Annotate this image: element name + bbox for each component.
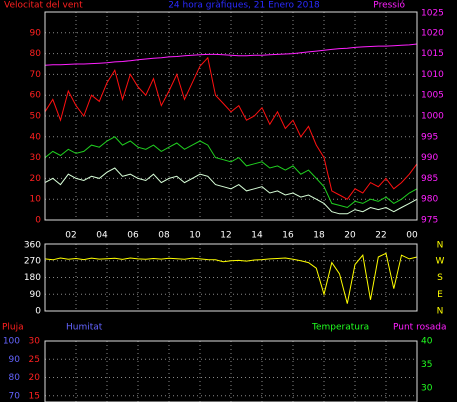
y-tick-label: 990 [421,153,438,163]
y-tick-label: 15 [29,392,40,402]
x-tick-label: 22 [375,231,386,241]
y-tick-label: 360 [24,241,41,251]
y-tick-label: 90 [9,355,21,365]
y-tick-label: 1025 [421,9,444,19]
plot-frame [44,340,418,402]
x-tick-label: 20 [344,231,356,241]
y-tick-label: 90 [30,290,42,300]
y-tick-label: E [437,290,443,300]
y-tick-label: S [437,273,443,283]
y-tick-label: 80 [9,373,21,383]
y-tick-label: 40 [30,132,42,142]
y-axis-label: Velocitat del vent [4,1,83,11]
x-tick-label: 02 [65,231,76,241]
x-tick-label: 10 [189,231,201,241]
y-tick-label: 100 [3,337,20,347]
y-tick-label: 1005 [421,91,444,101]
y-tick-label: 975 [421,216,438,226]
y-tick-label: 980 [421,195,438,205]
y-tick-label: 20 [29,373,41,383]
y-tick-label: 30 [29,337,41,347]
y-tick-label: 90 [30,28,42,38]
y-tick-label: 995 [421,132,438,142]
x-tick-label: 06 [127,231,139,241]
series-line [44,56,418,200]
series-line [44,136,418,209]
y-tick-label: W [436,256,445,266]
y-tick-label: 20 [30,174,42,184]
y-tick-label: 985 [421,174,438,184]
y-tick-label: 70 [30,70,42,80]
chart-title: 24 hora gràfiques, 21 Enero 2018 [168,1,320,11]
y-tick-label: 30 [421,383,433,393]
y-tick-label: 1015 [421,49,444,59]
y-tick-label: 50 [30,112,42,122]
plot-frame [44,243,418,312]
y-tick-label: N [437,307,444,317]
y-tick-label: 1010 [421,70,444,80]
legend-label: Temperatura [311,323,369,333]
plot-background [45,341,417,402]
legend-label: Humitat [66,323,103,333]
y-tick-label: 180 [24,273,41,283]
series-line [44,167,418,215]
legend-label: Punt rosada [393,323,447,333]
y-tick-label: 0 [35,307,41,317]
x-tick-label: 18 [313,231,325,241]
x-tick-label: 00 [406,231,418,241]
y-tick-label: 0 [35,216,41,226]
y-tick-label: 40 [421,337,433,347]
y-tick-label: N [437,241,444,251]
plot-background [45,244,417,313]
x-tick-label: 08 [158,231,170,241]
y-tick-label: 35 [421,360,432,370]
y-tick-label: 60 [30,91,42,101]
y-tick-label: 25 [29,355,40,365]
y-tick-label: 70 [9,391,21,401]
y-tick-label: 270 [24,256,41,266]
series-line [44,252,418,304]
x-tick-label: 12 [220,231,231,241]
y2-axis-label: Pressió [373,0,405,11]
y-tick-label: 1000 [421,112,444,122]
legend-label: Pluja [2,323,24,333]
x-tick-label: 16 [282,231,294,241]
plot-frame [44,11,418,221]
x-tick-label: 04 [96,231,108,241]
y-tick-label: 10 [30,195,42,205]
y-tick-label: 1020 [421,28,444,38]
y-tick-label: 30 [30,153,42,163]
y-tick-label: 80 [30,49,42,59]
series-line [44,43,418,66]
x-tick-label: 14 [251,231,263,241]
